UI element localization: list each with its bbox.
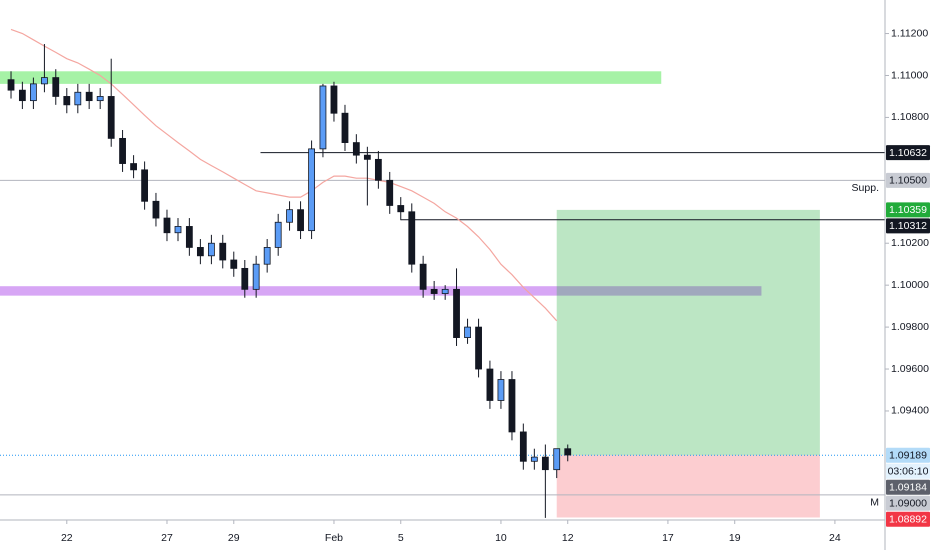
candle-body (319, 85, 327, 150)
y-tick-label: 1.10200 (891, 237, 929, 249)
candle-body (207, 242, 215, 257)
x-tick-label: 29 (228, 532, 240, 544)
price-tag-label: 1.08892 (889, 513, 927, 525)
candle-body (386, 179, 394, 206)
candle-body (486, 368, 494, 401)
level-note: Supp. (852, 182, 879, 194)
price-tag-label: 1.10312 (889, 220, 927, 232)
candle-body (241, 267, 249, 290)
countdown-tag (886, 463, 930, 479)
price-tag-label: 1.10632 (889, 147, 927, 159)
x-tick-label: 24 (829, 532, 841, 544)
candle-body (497, 379, 505, 401)
candle-body (196, 247, 204, 257)
candle-body (541, 456, 549, 471)
candle-body (475, 326, 482, 370)
candle-body (119, 137, 126, 164)
y-tick-label: 1.09800 (891, 321, 929, 333)
countdown: 03:06:10 (888, 465, 929, 477)
moving-average (10, 28, 558, 322)
x-tick-label: 12 (562, 532, 574, 544)
price-tag (886, 495, 930, 511)
candle-body (130, 163, 137, 171)
candle-body (508, 379, 516, 433)
candle-body (274, 221, 282, 248)
candle-body (85, 91, 93, 102)
candle-body (7, 79, 15, 91)
candle-body (286, 209, 293, 223)
candle-body (29, 83, 37, 102)
price-tag-label: 1.09184 (889, 481, 927, 493)
candle-body (174, 226, 182, 234)
candle-body (74, 91, 82, 106)
y-tick-label: 1.11200 (891, 27, 928, 39)
price-tag (886, 202, 930, 218)
level-note: M (870, 497, 879, 509)
candle-body (63, 96, 71, 106)
price-tag (886, 218, 930, 234)
candle-body (363, 154, 371, 160)
candle-body (96, 96, 104, 102)
candle-body (408, 211, 416, 265)
price-tag (886, 511, 930, 527)
candle-body (430, 288, 438, 294)
price-tag-label: 1.09000 (889, 497, 927, 509)
zone (0, 286, 762, 296)
y-tick-label: 1.10800 (891, 111, 929, 123)
y-tick-label: 1.11000 (891, 69, 928, 81)
price-tag (886, 479, 930, 495)
candle-body (41, 77, 48, 85)
candle-body (107, 96, 115, 139)
candle-body (297, 209, 304, 232)
candle-body (453, 288, 460, 338)
candle-body (397, 205, 405, 213)
x-tick-label: 10 (495, 532, 507, 544)
candle-body (141, 169, 149, 202)
zone (0, 71, 662, 84)
price-tag-label: 1.10359 (889, 204, 927, 216)
x-tick-label: 22 (61, 532, 73, 544)
price-tag (886, 447, 930, 463)
candle-body (352, 142, 360, 156)
profit-zone (556, 209, 820, 456)
candle-body (163, 217, 171, 234)
candle-body (441, 288, 449, 294)
candle-body (152, 200, 160, 219)
candle-body (219, 242, 227, 261)
y-tick-label: 1.09600 (891, 363, 929, 375)
candle-body (308, 148, 315, 232)
candle-body (530, 456, 538, 462)
y-tick-label: 1.09400 (891, 405, 929, 417)
x-tick-label: 19 (729, 532, 741, 544)
candle-body (341, 112, 349, 143)
candle-body (464, 326, 471, 338)
y-tick-label: 1.10000 (891, 279, 929, 291)
x-tick-label: 27 (161, 532, 173, 544)
candle-body (374, 158, 382, 181)
axis-mask (0, 520, 932, 550)
candle-body (330, 85, 338, 114)
price-tag-label: 1.10500 (889, 175, 927, 187)
x-tick-label: 17 (662, 532, 674, 544)
candle-body (263, 247, 271, 265)
stop-zone (556, 455, 820, 518)
candle-body (52, 77, 60, 97)
price-tag-label: 1.09189 (889, 449, 927, 461)
candle-body (252, 263, 260, 290)
candle-body (519, 431, 527, 462)
candle-body (419, 263, 427, 290)
candle-body (18, 89, 26, 102)
candle-body (564, 448, 572, 456)
x-tick-label: Feb (325, 532, 343, 544)
candle-body (553, 448, 561, 471)
price-tag (886, 172, 930, 188)
candle-body (185, 226, 193, 248)
x-tick-label: 5 (398, 532, 404, 544)
candle-body (230, 259, 238, 269)
price-tag (886, 145, 930, 161)
